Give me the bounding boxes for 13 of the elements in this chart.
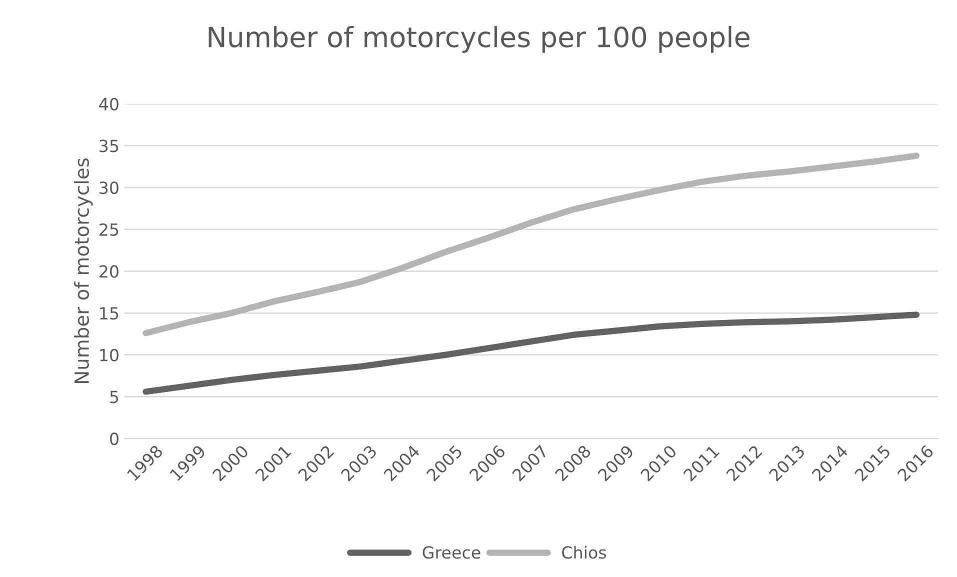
legend-label: Greece (422, 546, 480, 559)
legend-label: Chios (562, 546, 606, 559)
y-tick-label: 20 (100, 265, 118, 278)
y-tick-label: 40 (99, 98, 118, 110)
y-tick-label: 0 (110, 432, 118, 446)
y-tick-label: 5 (110, 390, 118, 404)
y-axis-title: Number of motorcycles (74, 158, 93, 384)
y-tick-label: 35 (100, 140, 118, 152)
y-tick-label: 30 (100, 181, 118, 194)
y-tick-label: 10 (100, 348, 118, 362)
y-tick-label: 25 (100, 223, 118, 236)
y-tick-label: 15 (100, 307, 118, 320)
chart-title: Number of motorcycles per 100 people (208, 26, 750, 53)
